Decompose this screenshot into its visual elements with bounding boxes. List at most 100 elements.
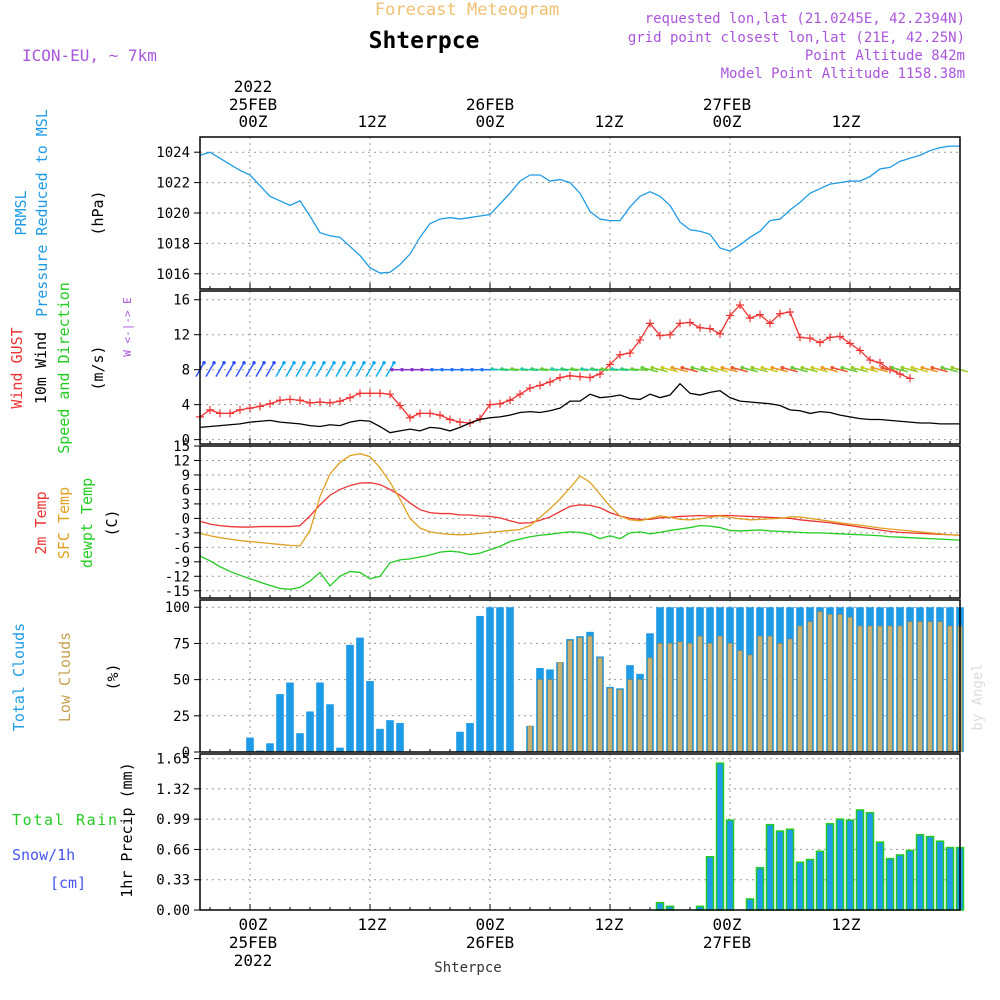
grid-point-coords: grid point closest lon,lat (21E, 42.25N) — [628, 30, 965, 46]
total-cloud-bar — [276, 694, 284, 752]
wind-arrow — [782, 366, 798, 373]
gust-point — [486, 400, 494, 409]
gust-point — [606, 360, 614, 369]
rain-bar — [835, 818, 845, 911]
wind-arrow-head — [430, 367, 434, 372]
series-line-10m-wind — [199, 382, 960, 434]
gust-point — [656, 331, 664, 340]
rain-bar — [785, 828, 795, 911]
y-tick-label: 0.00 — [156, 903, 190, 919]
y-tick-label: 75 — [173, 636, 190, 652]
low-cloud-bar — [667, 643, 673, 753]
rain-bar — [755, 867, 765, 911]
low-cloud-bar — [787, 638, 793, 753]
y-tick-label: 0 — [182, 745, 190, 761]
gust-point — [556, 373, 564, 382]
wind-arrow-head — [830, 365, 835, 370]
y-tick-label: -9 — [173, 555, 190, 571]
wind-arrow — [802, 366, 818, 373]
gust-point — [226, 409, 234, 418]
wind-arrow — [305, 362, 315, 377]
wind-arrow-head — [720, 365, 725, 370]
wind-arrow — [581, 368, 599, 372]
rain-bar — [855, 809, 865, 911]
y-tick-label: 1020 — [156, 206, 190, 222]
wind-arrow-head — [860, 365, 865, 370]
y-tick-label: 16 — [173, 293, 190, 309]
bottom-00z-25feb: 00Z — [239, 915, 268, 934]
gust-point — [756, 310, 764, 319]
low-clouds-label: Low Clouds — [56, 632, 74, 722]
gust-point — [896, 370, 904, 379]
y-tick-label: 0 — [182, 511, 190, 527]
wind-arrow-head — [890, 365, 895, 370]
total-cloud-bar — [346, 644, 354, 752]
low-cloud-bar — [657, 643, 663, 753]
bottom-00z-26feb: 00Z — [476, 915, 505, 934]
rain-bar — [775, 830, 785, 911]
rain-bar — [905, 849, 915, 911]
wind-arrow-head — [740, 365, 745, 370]
wind-arrow-head — [600, 367, 604, 371]
wind-arrow — [842, 366, 858, 373]
bottom-00z-27feb: 00Z — [713, 915, 742, 934]
wind-arrow-head — [580, 367, 584, 371]
total-cloud-bar — [486, 607, 494, 752]
rain-bar — [705, 856, 715, 911]
bottom-date-27feb: 27FEB — [703, 933, 751, 952]
wind-arrow — [385, 362, 395, 377]
series-line-2m-temp — [199, 482, 961, 536]
wind-arrow — [812, 366, 828, 373]
point-altitude: Point Altitude 842m — [805, 48, 965, 64]
total-cloud-bar — [326, 704, 334, 752]
wind-arrow-head — [372, 360, 376, 365]
wind-arrow — [491, 368, 509, 372]
wind-arrow-head — [820, 365, 825, 370]
panel-frame — [199, 445, 961, 599]
gust-point — [346, 393, 354, 402]
bottom-12z-27feb: 12Z — [832, 915, 861, 934]
panel-2: 0 4 8 12 16 — [173, 290, 968, 449]
low-cloud-bar — [727, 643, 733, 753]
wind-arrow — [325, 362, 335, 377]
wind-arrow — [365, 362, 375, 377]
top-year-label: 2022 — [234, 77, 273, 96]
wind-arrow-head — [392, 360, 396, 365]
rain-bar — [935, 840, 945, 911]
gust-point — [616, 350, 624, 359]
wind-arrow — [235, 362, 245, 377]
total-cloud-bar — [376, 728, 384, 752]
rain-bar — [765, 823, 775, 911]
low-cloud-bar — [867, 625, 873, 753]
model-label: ICON-EU, ~ 7km — [22, 46, 157, 65]
wind-arrow-head — [640, 365, 645, 370]
gust-point — [406, 413, 414, 422]
low-cloud-bar — [707, 643, 713, 753]
low-cloud-bar — [687, 643, 693, 753]
wind-arrow — [335, 362, 345, 377]
y-tick-label: 3 — [182, 497, 190, 513]
y-tick-label: 6 — [182, 482, 190, 498]
wind-arrow — [255, 362, 265, 377]
gust-point — [706, 324, 714, 333]
gust-point — [696, 323, 704, 332]
wind-arrow-head — [440, 367, 444, 372]
wind-arrow — [752, 366, 768, 373]
low-cloud-bar — [577, 637, 583, 753]
y-tick-label: 9 — [182, 468, 190, 484]
wind-arrow — [245, 362, 255, 377]
sfc-temp-label: SFC Temp — [55, 487, 73, 559]
wind-arrow — [832, 366, 848, 373]
low-cloud-bar — [827, 614, 833, 753]
gust-point — [336, 397, 344, 406]
y-tick-label: 1016 — [156, 267, 190, 283]
wind-arrow-head — [272, 360, 276, 365]
top-date-25feb: 25FEB — [229, 95, 277, 114]
credit-watermark: by Angel — [970, 663, 986, 730]
wind-arrow-head — [700, 365, 705, 370]
wind-arrow — [882, 366, 898, 373]
total-cloud-bar — [366, 681, 374, 752]
wind-arrow-head — [590, 367, 594, 371]
wind-arrow-head — [610, 367, 614, 371]
